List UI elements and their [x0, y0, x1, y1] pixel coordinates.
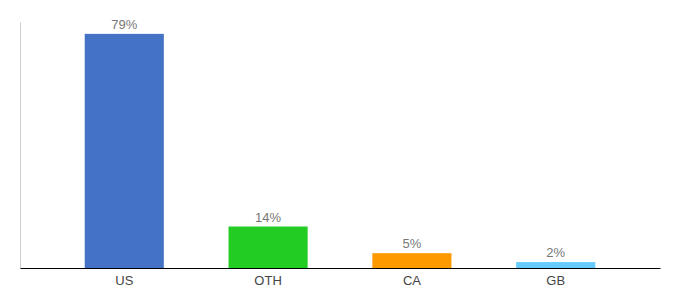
x-tick: GB — [546, 273, 565, 288]
bar — [85, 34, 164, 268]
data-label: 5% — [403, 236, 422, 251]
x-tick: US — [115, 273, 133, 288]
x-tick: CA — [403, 273, 421, 288]
x-axis: US OTH CA GB — [21, 269, 661, 289]
data-labels: 79% 14% 5% 2% — [111, 17, 565, 260]
data-label: 14% — [255, 210, 281, 225]
y-axis — [20, 23, 21, 269]
plot: US OTH CA GB 79% 14% 5% 2% — [21, 17, 661, 288]
data-label: 2% — [546, 245, 565, 260]
x-tick-label: CA — [403, 273, 421, 288]
x-tick-label: US — [115, 273, 133, 288]
y-axis-line — [20, 23, 21, 269]
chart: US OTH CA GB 79% 14% 5% 2% — [0, 0, 680, 300]
bar — [372, 253, 451, 268]
x-axis-line — [21, 268, 661, 269]
data-label: 79% — [111, 17, 137, 32]
x-tick-label: GB — [546, 273, 565, 288]
bar — [229, 227, 308, 268]
bar — [516, 262, 595, 268]
bars — [85, 34, 596, 268]
x-tick-label: OTH — [254, 273, 281, 288]
x-tick: OTH — [254, 273, 281, 288]
